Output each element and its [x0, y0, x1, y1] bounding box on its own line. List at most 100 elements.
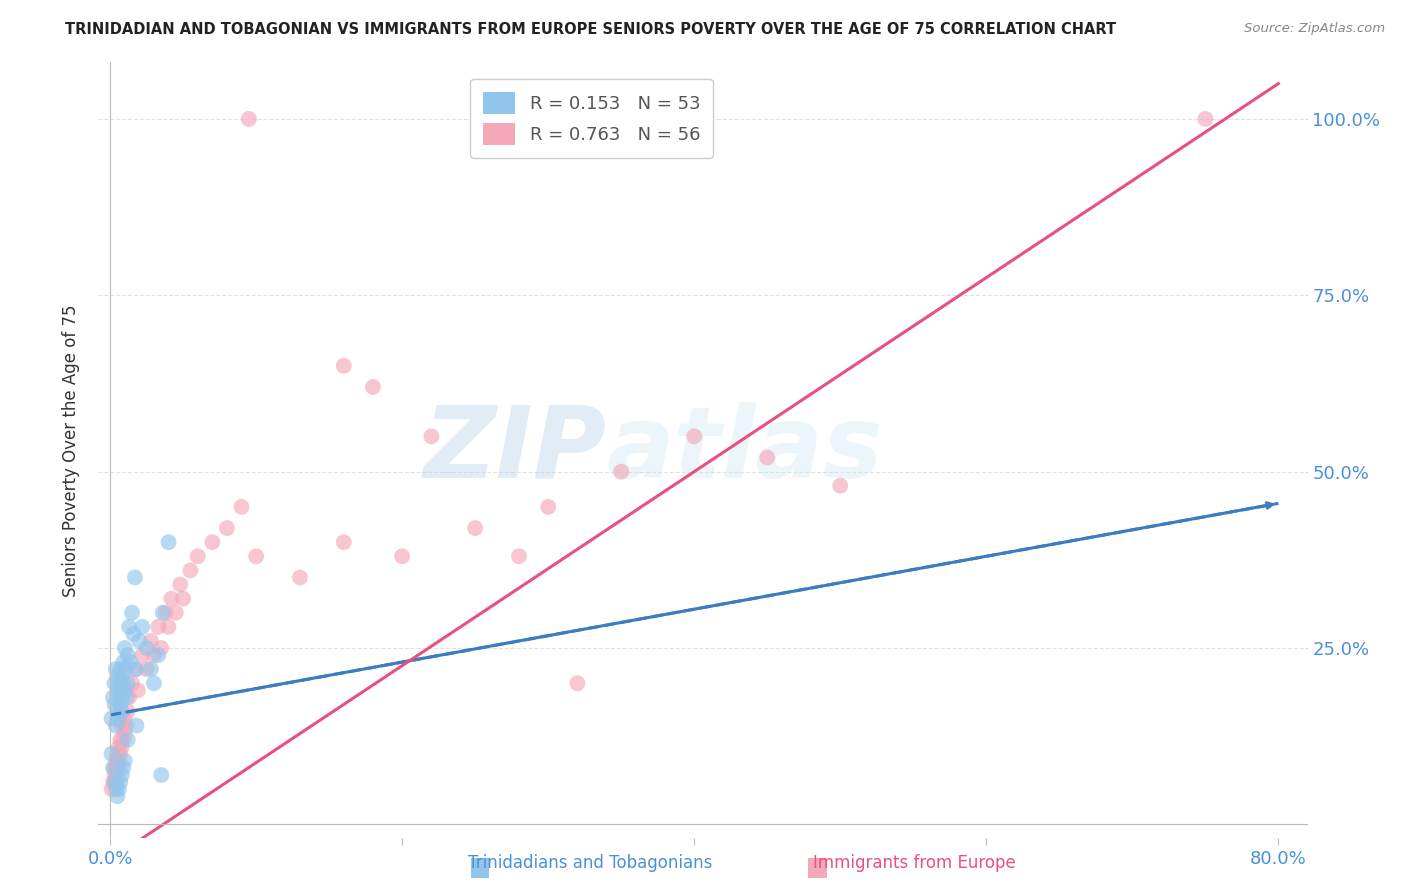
Point [112, 732, 135, 747]
Point [111, 690, 134, 705]
Text: atlas: atlas [606, 402, 883, 499]
Point [125, 662, 148, 676]
Point [215, 521, 238, 535]
Point [110, 775, 132, 789]
Point [567, 676, 589, 690]
Point [122, 627, 145, 641]
Point [104, 662, 127, 676]
Point [124, 662, 146, 676]
Point [361, 380, 384, 394]
Point [391, 549, 413, 564]
Point [107, 669, 129, 683]
Point [115, 718, 138, 732]
Point [169, 577, 191, 591]
Point [114, 725, 136, 739]
Point [131, 648, 153, 662]
Point [108, 754, 131, 768]
Point [117, 705, 139, 719]
Point [108, 739, 131, 754]
Point [610, 465, 633, 479]
Point [179, 563, 201, 577]
Point [111, 768, 134, 782]
Point [110, 732, 132, 747]
Point [187, 549, 209, 564]
Point [104, 782, 127, 797]
Point [110, 662, 132, 676]
Point [332, 359, 354, 373]
Point [231, 500, 253, 514]
Point [142, 676, 165, 690]
Point [139, 634, 162, 648]
Point [114, 754, 136, 768]
Point [157, 620, 180, 634]
Point [117, 676, 139, 690]
Point [103, 698, 125, 712]
Point [756, 450, 779, 465]
Point [100, 712, 122, 726]
Point [111, 669, 134, 683]
Point [148, 620, 170, 634]
Point [120, 655, 142, 669]
Point [104, 718, 127, 732]
Point [172, 591, 194, 606]
Point [165, 606, 187, 620]
Point [830, 479, 852, 493]
Point [245, 549, 267, 564]
Point [115, 690, 138, 705]
Point [139, 662, 162, 676]
Point [110, 747, 132, 761]
Point [112, 676, 135, 690]
Point [114, 683, 136, 698]
Text: Source: ZipAtlas.com: Source: ZipAtlas.com [1244, 22, 1385, 36]
Point [683, 429, 706, 443]
Point [127, 683, 149, 698]
Point [101, 761, 124, 775]
Point [131, 620, 153, 634]
Text: Trinidadians and Tobagonians: Trinidadians and Tobagonians [468, 855, 713, 872]
Point [103, 768, 125, 782]
Point [118, 620, 141, 634]
Point [155, 606, 177, 620]
Point [112, 761, 135, 775]
Point [118, 690, 141, 705]
Point [103, 761, 125, 775]
Point [107, 747, 129, 761]
Point [142, 648, 165, 662]
Point [135, 662, 157, 676]
Point [117, 732, 139, 747]
Point [121, 606, 143, 620]
Point [152, 606, 174, 620]
Point [150, 640, 173, 655]
Point [114, 640, 136, 655]
Point [508, 549, 530, 564]
Legend: R = 0.153   N = 53, R = 0.763   N = 56: R = 0.153 N = 53, R = 0.763 N = 56 [470, 79, 713, 158]
Point [238, 112, 260, 126]
Point [104, 754, 127, 768]
Point [115, 662, 138, 676]
Point [111, 739, 134, 754]
Point [128, 634, 150, 648]
Point [111, 705, 134, 719]
Point [125, 718, 148, 732]
Text: Immigrants from Europe: Immigrants from Europe [813, 855, 1015, 872]
Point [135, 640, 157, 655]
Point [124, 570, 146, 584]
Y-axis label: Seniors Poverty Over the Age of 75: Seniors Poverty Over the Age of 75 [62, 304, 80, 597]
Point [101, 690, 124, 705]
Point [464, 521, 486, 535]
Point [114, 712, 136, 726]
Point [104, 775, 127, 789]
Point [100, 782, 122, 797]
Point [157, 535, 180, 549]
Point [110, 683, 132, 698]
Point [121, 676, 143, 690]
Point [103, 775, 125, 789]
Point [110, 698, 132, 712]
Point [108, 712, 131, 726]
Point [108, 676, 131, 690]
Point [103, 676, 125, 690]
Point [111, 718, 134, 732]
Point [112, 655, 135, 669]
Point [108, 782, 131, 797]
Point [101, 775, 124, 789]
